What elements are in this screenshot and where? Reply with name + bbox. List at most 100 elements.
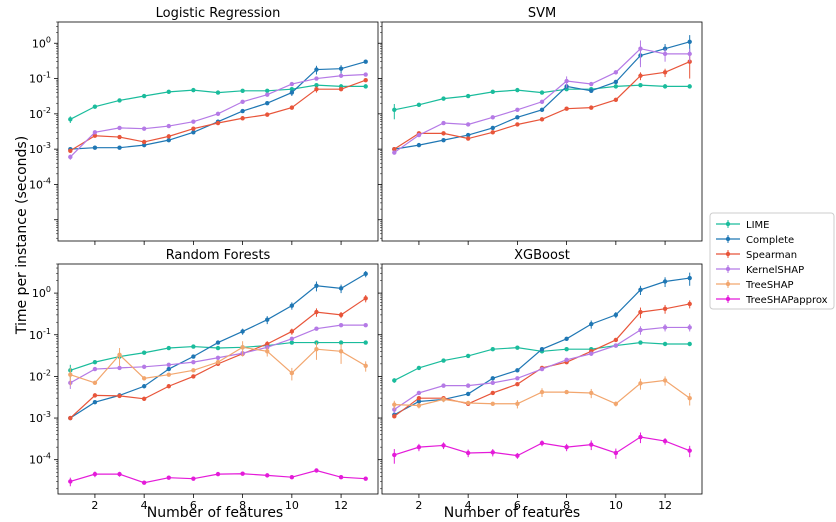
chart-panel-2: SVM (378, 6, 703, 245)
data-point (68, 415, 73, 421)
data-point (515, 87, 520, 93)
series-treeshapapprox (68, 468, 368, 487)
data-point (638, 82, 643, 88)
x-tick-label: 8 (563, 499, 570, 512)
data-point (314, 76, 319, 81)
legend: LIME Complete Spearman KernelSHAP TreeSHAP Tr… (709, 212, 835, 310)
data-point (92, 471, 98, 477)
data-point (416, 142, 422, 148)
data-point (564, 444, 569, 450)
data-point (92, 130, 98, 135)
data-point (338, 322, 344, 328)
data-point (515, 401, 520, 406)
data-point (68, 372, 73, 377)
data-point (416, 132, 422, 138)
data-point (141, 480, 147, 485)
data-point (240, 345, 245, 350)
data-point (662, 325, 668, 330)
data-point (687, 325, 692, 330)
data-point (363, 363, 368, 368)
data-point (465, 400, 471, 406)
data-point (638, 340, 643, 345)
data-point (191, 476, 196, 481)
data-point (638, 309, 643, 315)
data-point (613, 97, 619, 103)
data-point (515, 368, 520, 373)
data-point (392, 378, 397, 383)
data-point (68, 154, 73, 160)
data-point (141, 93, 147, 99)
data-point (363, 59, 368, 64)
data-point (564, 357, 569, 363)
data-point (465, 450, 471, 456)
legend-label: LIME (746, 220, 769, 231)
data-point (363, 296, 368, 301)
data-point (191, 368, 196, 373)
legend-marker (725, 266, 731, 272)
data-point (191, 130, 196, 135)
data-point (490, 346, 495, 352)
data-point (613, 450, 619, 456)
data-point (92, 393, 98, 398)
data-point (117, 471, 122, 477)
y-tick-label: 10-4 (29, 176, 51, 191)
data-point (92, 104, 98, 109)
data-point (613, 312, 619, 318)
data-point (539, 389, 545, 395)
data-point (363, 476, 368, 481)
data-point (662, 70, 668, 75)
data-point (687, 84, 692, 89)
y-tick-label: 10-3 (29, 141, 51, 156)
data-point (465, 122, 471, 127)
data-point (441, 120, 446, 126)
data-point (338, 73, 344, 78)
data-point (265, 317, 270, 322)
data-point (564, 106, 569, 111)
data-point (265, 345, 270, 350)
data-point (215, 355, 221, 360)
data-point (392, 452, 397, 458)
data-point (465, 132, 471, 138)
series-spearman (68, 77, 368, 153)
data-point (687, 341, 692, 347)
data-point (166, 123, 171, 129)
series-lime (392, 82, 692, 120)
data-point (68, 117, 73, 122)
data-point (589, 88, 594, 93)
data-point (265, 101, 270, 106)
data-point (240, 116, 245, 121)
data-point (265, 92, 270, 97)
data-point (338, 286, 344, 291)
data-point (338, 349, 344, 354)
data-point (265, 88, 270, 93)
data-point (141, 396, 147, 401)
data-point (141, 139, 147, 145)
data-point (289, 340, 295, 345)
data-point (314, 468, 319, 473)
legend-marker (725, 236, 731, 242)
data-point (515, 453, 520, 458)
x-tick-label: 6 (514, 499, 521, 512)
data-point (539, 366, 545, 372)
data-point (515, 122, 520, 127)
data-point (441, 358, 446, 363)
data-point (638, 73, 643, 78)
data-point (314, 326, 319, 331)
data-point (289, 90, 295, 95)
data-point (416, 365, 422, 371)
data-point (687, 301, 692, 307)
data-point (392, 107, 397, 113)
data-point (117, 365, 122, 371)
data-point (515, 345, 520, 350)
data-point (441, 397, 446, 402)
data-point (166, 137, 171, 143)
series-kernelshap (392, 40, 692, 155)
data-point (240, 99, 245, 104)
x-tick-label: 6 (190, 499, 197, 512)
data-point (564, 78, 569, 84)
data-point (141, 376, 147, 381)
data-point (363, 72, 368, 77)
y-tick-label: 10-1 (29, 71, 51, 86)
x-tick-label: 2 (415, 499, 422, 512)
